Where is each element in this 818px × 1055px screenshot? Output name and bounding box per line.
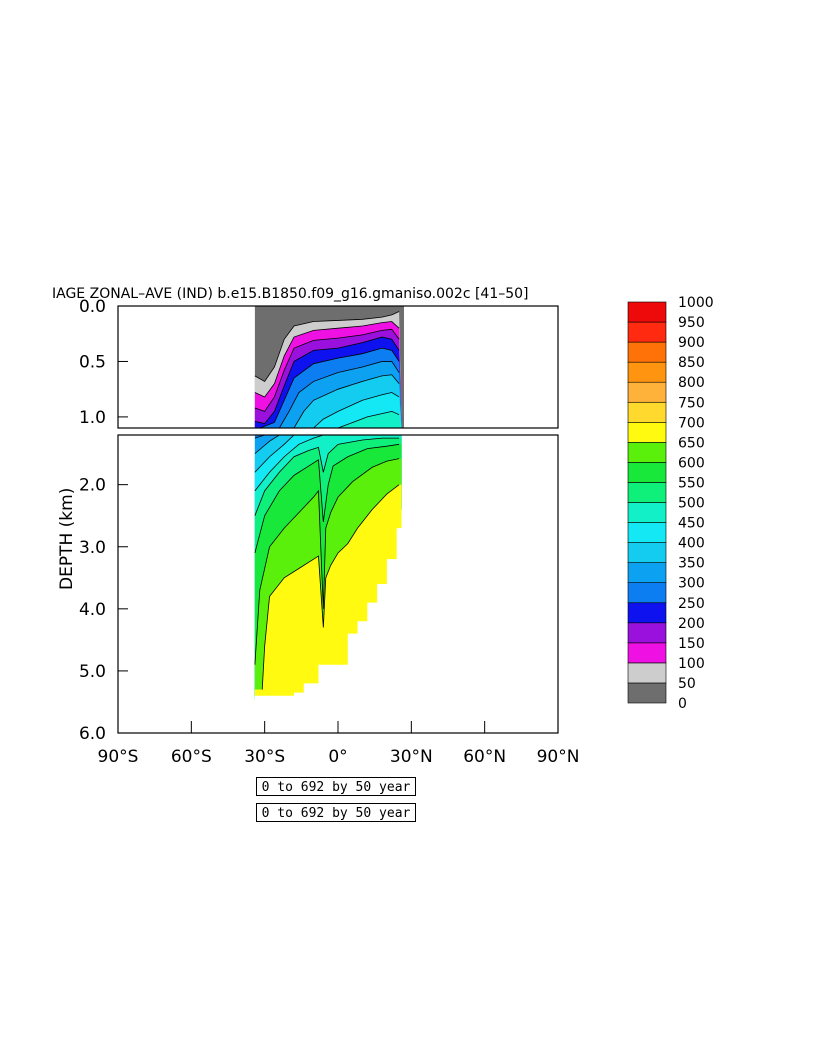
y-tick-label: 6.0 xyxy=(79,724,106,744)
legend-swatch-200 xyxy=(627,602,667,624)
contour-50 xyxy=(254,311,400,382)
seafloor-mask xyxy=(252,509,406,733)
upper-panel-fills xyxy=(254,306,404,428)
contour-650 xyxy=(261,484,400,690)
legend-label: 50 xyxy=(678,676,696,692)
legend-label: 100 xyxy=(678,656,705,672)
legend-label: 950 xyxy=(678,315,705,331)
legend-swatch-600 xyxy=(627,442,667,463)
contour-400 xyxy=(313,392,400,428)
contour-600 xyxy=(254,458,400,665)
contour-150 xyxy=(254,328,400,412)
legend-swatch-850 xyxy=(627,341,667,363)
x-tick-label: 90°S xyxy=(98,747,139,767)
contour-350 xyxy=(254,435,280,454)
legend-swatch-100 xyxy=(627,642,667,664)
legend-swatch-50 xyxy=(627,662,667,684)
legend-swatch-950 xyxy=(627,301,667,323)
y-tick-label: 3.0 xyxy=(79,538,106,558)
legend-label: 750 xyxy=(678,395,705,411)
legend-label: 850 xyxy=(678,355,705,371)
legend-swatch-900 xyxy=(627,321,667,343)
band-450 xyxy=(338,411,402,428)
legend-swatch-150 xyxy=(627,622,667,644)
x-tick-label: 30°S xyxy=(244,747,285,767)
legend-label: 150 xyxy=(678,636,705,652)
color-legend: 0 50 100 150 200 250 300 350 400 450 500 550 600 650 7… xyxy=(627,295,714,712)
contour-350 xyxy=(293,374,400,428)
contour-100 xyxy=(254,321,400,398)
contour-500 xyxy=(254,437,400,516)
time-range-label-1: 0 to 692 by 50 year xyxy=(256,777,416,796)
y-tick-label: 4.0 xyxy=(79,600,106,620)
legend-swatch-300 xyxy=(627,562,667,584)
legend-swatch-0 xyxy=(627,682,667,704)
legend-label: 800 xyxy=(678,375,705,391)
contour-250 xyxy=(259,347,400,428)
legend-swatch-700 xyxy=(627,401,667,423)
lower-panel-fills xyxy=(252,435,406,733)
legend-label: 650 xyxy=(678,435,705,451)
legend-swatch-250 xyxy=(627,582,667,604)
legend-label: 550 xyxy=(678,475,705,491)
legend-swatch-450 xyxy=(627,502,667,523)
legend-swatch-500 xyxy=(627,482,667,503)
y-tick-label: 0.5 xyxy=(79,352,106,372)
legend-label: 700 xyxy=(678,415,705,431)
legend-label: 250 xyxy=(678,596,705,612)
x-tick-label: 0° xyxy=(328,747,347,767)
y-axis-label: DEPTH (km) xyxy=(57,488,77,590)
legend-label: 400 xyxy=(678,536,705,552)
legend-swatch-750 xyxy=(627,381,667,403)
contour-400 xyxy=(254,435,295,473)
upper-panel-frame xyxy=(117,305,559,429)
y-tick-label: 2.0 xyxy=(79,476,106,496)
chart-title: IAGE ZONAL–AVE (IND) b.e15.B1850.f09_g16… xyxy=(52,286,529,302)
y-tick-label: 0.0 xyxy=(79,297,106,317)
legend-swatch-800 xyxy=(627,361,667,383)
legend-label: 350 xyxy=(678,556,705,572)
contour-550 xyxy=(254,443,400,554)
x-tick-label: 30°N xyxy=(390,747,433,767)
legend-label: 900 xyxy=(678,335,705,351)
legend-swatch-550 xyxy=(627,462,667,483)
x-tick-label: 60°N xyxy=(463,747,506,767)
contour-300 xyxy=(278,361,400,428)
legend-label: 1000 xyxy=(678,295,714,311)
contour-450 xyxy=(337,410,400,428)
legend-label: 500 xyxy=(678,496,705,512)
legend-label: 0 xyxy=(678,696,687,712)
contour-450 xyxy=(254,435,324,492)
legend-label: 300 xyxy=(678,576,705,592)
y-tick-label: 5.0 xyxy=(79,662,106,682)
legend-swatch-650 xyxy=(627,421,667,443)
legend-label: 450 xyxy=(678,516,705,532)
legend-label: 600 xyxy=(678,455,705,471)
legend-label: 200 xyxy=(678,616,705,632)
x-tick-label: 60°S xyxy=(171,747,212,767)
contour-200 xyxy=(254,336,400,425)
x-tick-label: 90°N xyxy=(537,747,580,767)
y-tick-label: 1.0 xyxy=(79,408,106,428)
legend-swatch-400 xyxy=(627,522,667,543)
time-range-label-2: 0 to 692 by 50 year xyxy=(256,803,416,822)
axes: 90°S 60°S 30°S 0° 30°N 60°N 90°N 0.0 0.5 1.0 2.0 3.… xyxy=(79,297,579,767)
legend-swatch-350 xyxy=(627,542,667,563)
